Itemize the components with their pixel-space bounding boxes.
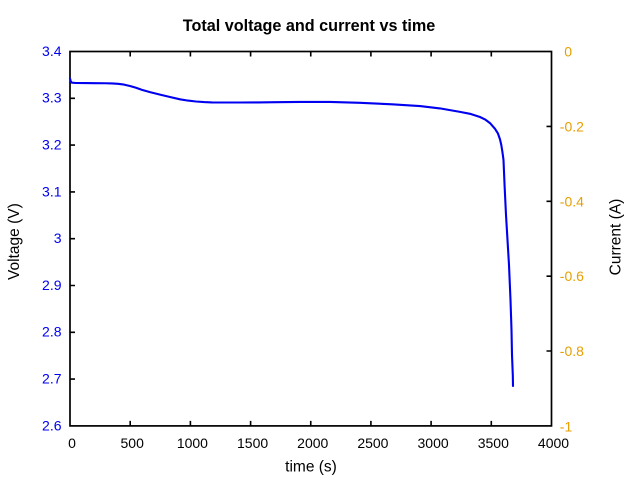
svg-text:Voltage (V): Voltage (V)	[6, 203, 23, 280]
svg-text:-0.8: -0.8	[560, 343, 584, 359]
svg-text:3.3: 3.3	[42, 90, 62, 106]
svg-text:-0.4: -0.4	[560, 193, 584, 209]
svg-text:0: 0	[564, 44, 572, 60]
svg-text:3.2: 3.2	[42, 137, 62, 153]
svg-text:-0.6: -0.6	[560, 268, 584, 284]
svg-text:500: 500	[121, 435, 145, 451]
svg-text:Total voltage and current vs t: Total voltage and current vs time	[183, 17, 435, 35]
svg-text:2.9: 2.9	[42, 277, 62, 293]
svg-text:time (s): time (s)	[285, 459, 337, 476]
svg-text:-1: -1	[560, 419, 573, 435]
svg-text:Current (A): Current (A)	[608, 199, 625, 276]
svg-text:3.4: 3.4	[42, 43, 62, 59]
svg-text:4000: 4000	[538, 435, 569, 451]
svg-text:3000: 3000	[418, 435, 449, 451]
svg-text:2.7: 2.7	[42, 371, 62, 387]
svg-text:2000: 2000	[297, 435, 328, 451]
svg-text:0: 0	[68, 435, 76, 451]
svg-text:3.1: 3.1	[42, 183, 62, 199]
svg-text:-0.2: -0.2	[560, 118, 584, 134]
svg-text:3500: 3500	[478, 435, 509, 451]
svg-text:2500: 2500	[357, 435, 388, 451]
svg-text:2.8: 2.8	[42, 324, 62, 340]
svg-text:1000: 1000	[177, 435, 208, 451]
svg-text:2.6: 2.6	[42, 417, 62, 433]
svg-text:3: 3	[54, 230, 62, 246]
svg-text:1500: 1500	[237, 435, 268, 451]
